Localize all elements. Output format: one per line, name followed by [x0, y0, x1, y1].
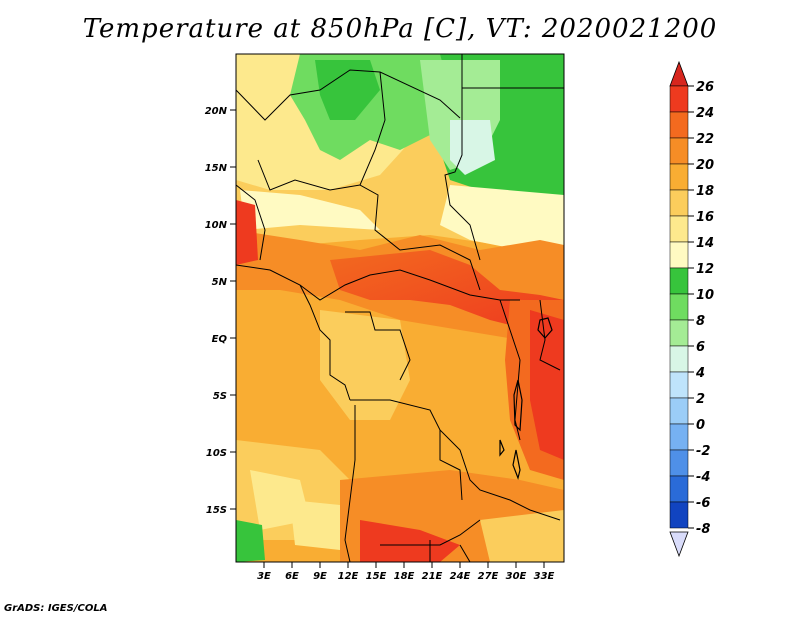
colorbar-ticks — [688, 85, 694, 529]
colorbar-label-4: 4 — [695, 366, 705, 381]
colorbar-bin — [669, 215, 689, 243]
colorbar-bin — [669, 501, 689, 529]
lat-label-10s: 10S — [206, 448, 227, 459]
colorbar: 26 24 22 20 18 16 14 12 10 8 6 4 2 0 -2 … — [669, 60, 714, 558]
lat-label-5s: 5S — [213, 391, 227, 402]
lon-label-15e: 15E — [366, 571, 387, 582]
country-borders — [236, 54, 564, 562]
colorbar-label-2: 2 — [696, 392, 705, 407]
colorbar-bin — [669, 241, 689, 269]
colorbar-bin — [669, 475, 689, 503]
colorbar-bin — [669, 111, 689, 139]
colorbar-bin — [669, 85, 689, 113]
central-red-band — [330, 250, 564, 330]
colorbar-label-22: 22 — [696, 132, 714, 147]
colorbar-bin — [669, 189, 689, 217]
colorbar-label-14: 14 — [696, 236, 714, 251]
lon-label-9e: 9E — [313, 571, 327, 582]
colorbar-bin — [669, 137, 689, 165]
lon-label-18e: 18E — [394, 571, 415, 582]
colorbar-bin — [669, 345, 689, 373]
chart-title: Temperature at 850hPa [C], VT: 202002120… — [82, 14, 718, 44]
southern-red — [360, 520, 460, 562]
south-central-light — [290, 500, 340, 550]
colorbar-label-16: 16 — [696, 210, 714, 225]
lat-label-20n: 20N — [205, 106, 228, 117]
colorbar-bin — [669, 163, 689, 191]
colorbar-top-triangle — [669, 60, 689, 87]
colorbar-label-20: 20 — [696, 158, 714, 173]
colorbar-label-neg6: -6 — [696, 496, 710, 511]
colorbar-bins — [669, 85, 689, 529]
sahara-green-dark — [315, 60, 380, 120]
colorbar-bottom-triangle — [669, 531, 689, 558]
lon-label-33e: 33E — [534, 571, 555, 582]
lon-label-27e: 27E — [478, 571, 499, 582]
lon-label-12e: 12E — [338, 571, 359, 582]
lon-label-30e: 30E — [506, 571, 527, 582]
west-red-patch — [236, 200, 258, 265]
southeast-pale — [480, 510, 564, 562]
lakes — [499, 317, 553, 480]
lon-axis — [263, 562, 545, 568]
lon-label-21e: 21E — [422, 571, 443, 582]
colorbar-bin — [669, 267, 689, 295]
lat-label-15n: 15N — [205, 163, 228, 174]
colorbar-bin — [669, 423, 689, 451]
lat-label-15s: 15S — [206, 505, 227, 516]
colorbar-bin — [669, 293, 689, 321]
lon-label-24e: 24E — [450, 571, 471, 582]
colorbar-label-24: 24 — [696, 106, 714, 121]
map-frame — [235, 53, 565, 563]
colorbar-label-8: 8 — [696, 314, 705, 329]
colorbar-label-18: 18 — [696, 184, 714, 199]
temperature-field — [236, 54, 564, 562]
colorbar-label-neg8: -8 — [696, 522, 710, 537]
southwest-green — [236, 520, 265, 562]
congo-pale — [320, 310, 410, 420]
lon-label-3e: 3E — [257, 571, 271, 582]
colorbar-label-10: 10 — [696, 288, 714, 303]
lon-label-6e: 6E — [285, 571, 299, 582]
colorbar-label-12: 12 — [696, 262, 714, 277]
colorbar-bin — [669, 397, 689, 425]
west-pale-yellow — [240, 190, 380, 230]
lat-label-5n: 5N — [212, 277, 228, 288]
east-pale-cyan — [450, 120, 495, 175]
colorbar-bin — [669, 371, 689, 399]
colorbar-label-6: 6 — [696, 340, 705, 355]
colorbar-bin — [669, 319, 689, 347]
grads-credit: GrADS: IGES/COLA — [4, 603, 108, 614]
colorbar-bin — [669, 449, 689, 477]
colorbar-label-neg4: -4 — [696, 470, 710, 485]
lat-label-10n: 10N — [205, 220, 228, 231]
colorbar-label-26: 26 — [696, 80, 714, 95]
lat-axis — [230, 109, 236, 510]
east-africa-deep-red — [530, 310, 564, 460]
colorbar-label-neg2: -2 — [696, 444, 710, 459]
lat-label-eq: EQ — [212, 334, 228, 345]
colorbar-label-0: 0 — [696, 418, 705, 433]
